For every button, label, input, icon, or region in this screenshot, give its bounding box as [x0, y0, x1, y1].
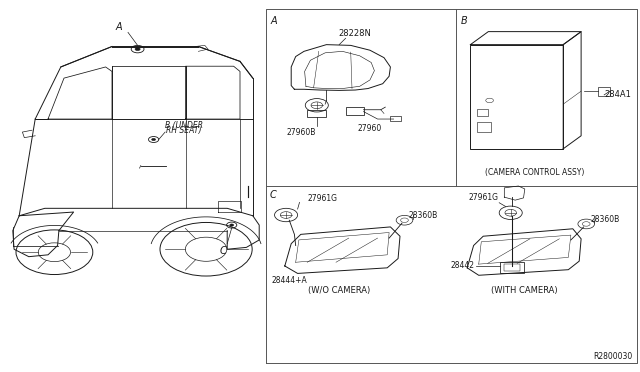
Bar — [504, 264, 520, 271]
Text: 28360B: 28360B — [590, 215, 620, 224]
Bar — [390, 116, 401, 121]
Text: (W/O CAMERA): (W/O CAMERA) — [308, 286, 371, 295]
Text: B: B — [461, 16, 468, 26]
Text: C: C — [270, 190, 277, 201]
Bar — [477, 122, 491, 132]
Circle shape — [152, 138, 156, 141]
Circle shape — [230, 224, 234, 226]
Bar — [477, 109, 488, 116]
Text: C: C — [220, 246, 226, 256]
Text: 27960B: 27960B — [286, 128, 316, 137]
Text: RH SEAT): RH SEAT) — [166, 126, 202, 135]
Text: 28442: 28442 — [451, 262, 475, 270]
Text: 27960: 27960 — [358, 124, 382, 132]
Text: 27961G: 27961G — [307, 194, 337, 203]
Text: A: A — [270, 16, 276, 26]
Bar — [470, 45, 563, 149]
Circle shape — [135, 48, 140, 51]
Bar — [598, 87, 610, 96]
Text: (CAMERA CONTROL ASSY): (CAMERA CONTROL ASSY) — [484, 168, 584, 177]
Text: 284A1: 284A1 — [605, 90, 632, 99]
Text: 28228N: 28228N — [339, 29, 372, 38]
Text: A: A — [115, 22, 122, 32]
Text: 27961G: 27961G — [468, 193, 498, 202]
Bar — [500, 262, 524, 273]
Text: R2800030: R2800030 — [593, 352, 632, 361]
Bar — [346, 107, 364, 115]
Text: 28444+A: 28444+A — [272, 276, 308, 285]
Text: (WITH CAMERA): (WITH CAMERA) — [492, 286, 558, 295]
Text: B (UNDER: B (UNDER — [165, 121, 203, 130]
Text: 28360B: 28360B — [408, 211, 438, 220]
Bar — [307, 110, 326, 117]
